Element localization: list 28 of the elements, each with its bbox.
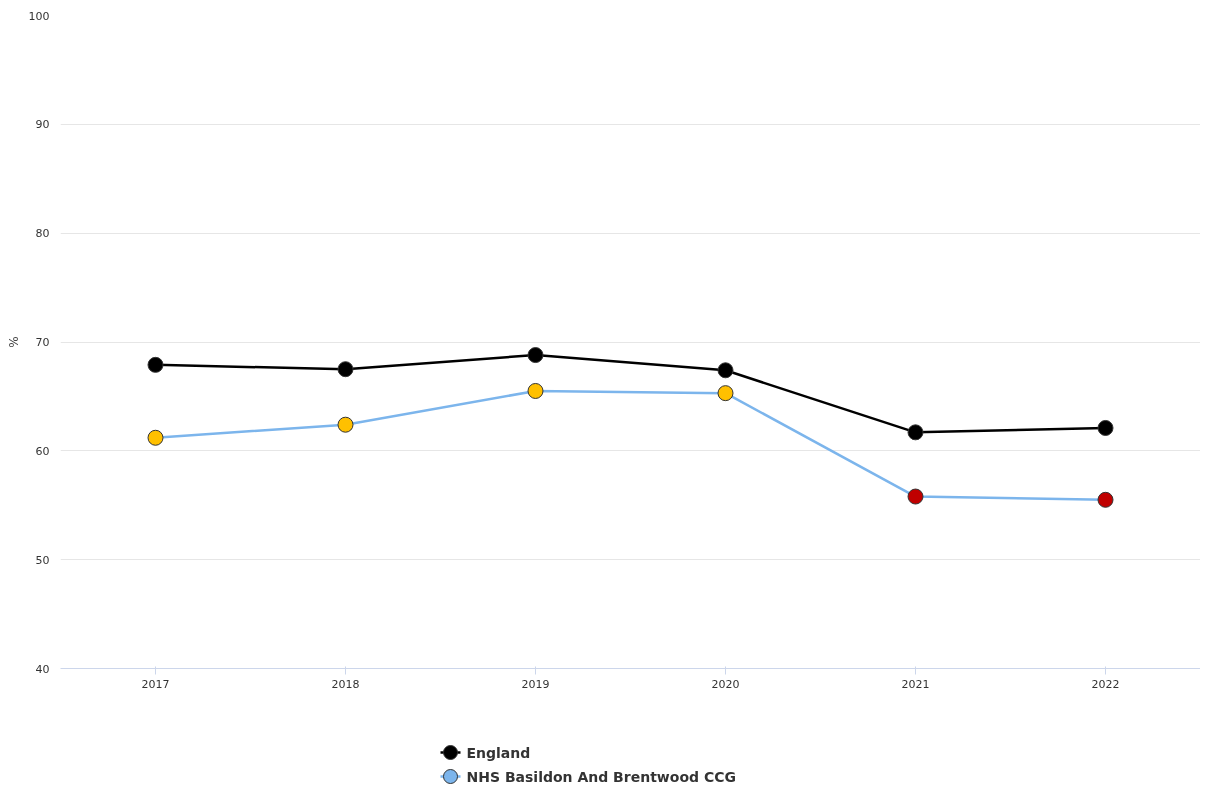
point xyxy=(907,424,924,441)
point xyxy=(527,382,544,399)
y-tick-label: 50 xyxy=(35,553,50,567)
point xyxy=(907,488,924,505)
point xyxy=(1097,491,1114,508)
point xyxy=(337,416,354,433)
y-tick-label: 90 xyxy=(35,118,50,132)
point xyxy=(147,429,164,446)
x-tick-label: 2019 xyxy=(521,677,550,691)
x-tick-label: 2022 xyxy=(1091,677,1120,691)
y-tick-label: 80 xyxy=(35,227,50,241)
y-tick-label: 70 xyxy=(35,336,50,349)
x-tick-label: 2021 xyxy=(901,677,930,691)
legend-label: NHS Basildon And Brentwood CCG xyxy=(466,768,736,785)
point xyxy=(337,361,354,378)
y-tick-label: 60 xyxy=(35,444,50,458)
y-axis-title: % xyxy=(6,336,21,348)
x-tick-label: 2017 xyxy=(141,677,170,691)
x-tick-label: 2018 xyxy=(331,677,360,691)
point xyxy=(147,356,164,373)
point xyxy=(717,385,734,402)
point xyxy=(717,362,734,379)
y-tick-label: 40 xyxy=(35,662,50,676)
legend-label: England xyxy=(466,744,531,761)
point xyxy=(1097,419,1114,436)
x-tick-label: 2020 xyxy=(711,677,740,691)
point xyxy=(527,347,544,364)
y-tick-label: 100 xyxy=(28,9,50,23)
